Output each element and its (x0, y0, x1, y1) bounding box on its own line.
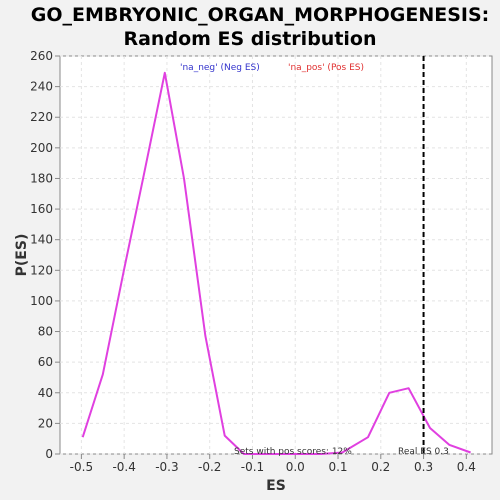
y-tick-label: 260 (30, 49, 53, 63)
x-axis-label: ES (266, 478, 286, 494)
x-tick-label: -0.5 (70, 460, 93, 474)
x-tick-label: -0.4 (112, 460, 135, 474)
x-tick-label: 0.4 (457, 460, 476, 474)
pos-scores-note: Sets with pos scores: 12% (234, 447, 352, 457)
y-tick-label: 0 (45, 447, 53, 461)
y-tick-label: 60 (38, 355, 53, 369)
y-tick-label: 80 (38, 325, 53, 339)
y-tick-label: 240 (30, 80, 53, 94)
x-tick-label: 0.1 (328, 460, 347, 474)
y-tick-label: 120 (30, 263, 53, 277)
y-tick-label: 180 (30, 171, 53, 185)
legend-entry-neg: 'na_neg' (Neg ES) (180, 63, 260, 73)
y-tick-label: 100 (30, 294, 53, 308)
grid (60, 55, 492, 455)
y-tick-label: 40 (38, 386, 53, 400)
y-tick-label: 20 (38, 416, 53, 430)
x-tick-label: -0.1 (241, 460, 264, 474)
distribution-line (81, 71, 471, 455)
y-tick-label: 140 (30, 233, 53, 247)
real-es-label: Real ES 0.3 (398, 447, 449, 457)
chart-title-line-2: Random ES distribution (123, 28, 376, 50)
chart-title-line-1: GO_EMBRYONIC_ORGAN_MORPHOGENESIS: (31, 4, 490, 26)
y-ticks: 0 20 40 60 80 100 120 140 160 180 200 220 240 260 (30, 49, 60, 461)
y-tick-label: 220 (30, 110, 53, 124)
x-tick-label: 0.0 (286, 460, 305, 474)
x-ticks: -0.5 -0.4 -0.3 -0.2 -0.1 0.0 0.1 0.2 0.3 0.4 (70, 454, 476, 474)
legend: 'na_neg' (Neg ES) 'na_pos' (Pos ES) (180, 63, 364, 73)
x-tick-label: 0.2 (371, 460, 390, 474)
plot-area (59, 55, 493, 455)
x-tick-label: -0.3 (155, 460, 178, 474)
y-axis-label: P(ES) (14, 234, 30, 277)
y-tick-label: 160 (30, 202, 53, 216)
legend-entry-pos: 'na_pos' (Pos ES) (288, 63, 364, 73)
x-tick-label: 0.3 (414, 460, 433, 474)
y-tick-label: 200 (30, 141, 53, 155)
x-tick-label: -0.2 (198, 460, 221, 474)
distribution-layer (81, 71, 471, 455)
